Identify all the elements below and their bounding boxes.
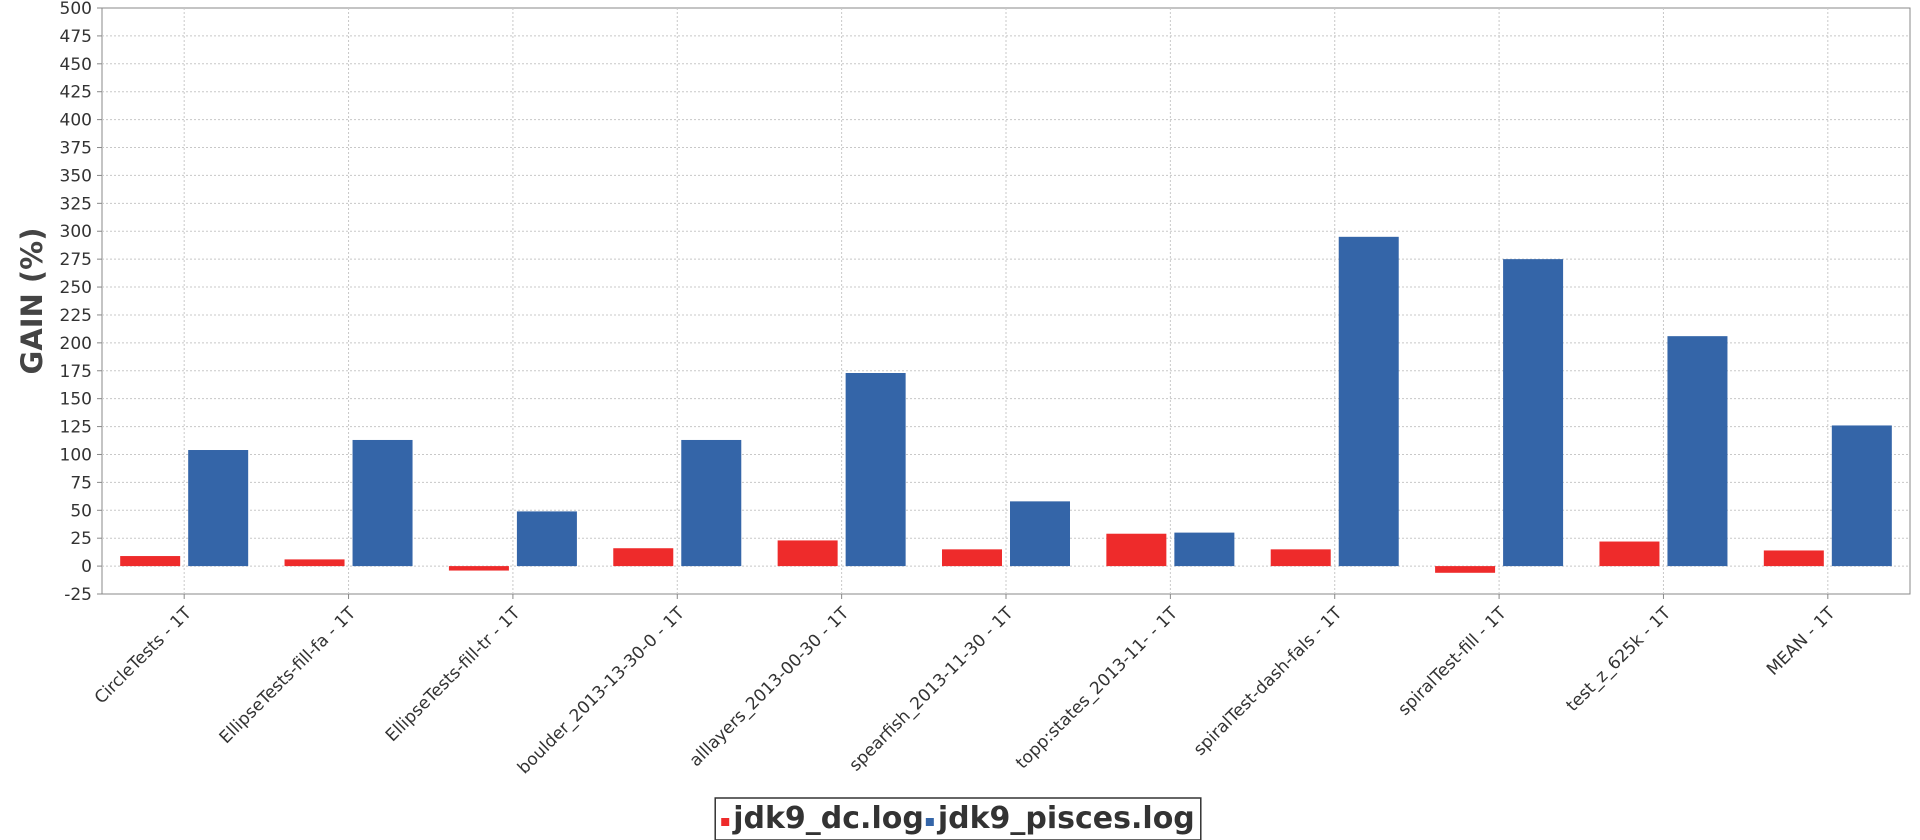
y-axis-ticks: -25 0 25 50 75 100 125 150 175 200 225 250 275 300 325…: [60, 0, 102, 605]
bar-jdk9-dc-log: [777, 540, 838, 567]
y-tick-label: 250: [60, 278, 92, 298]
bar-jdk9-dc-log: [1599, 541, 1660, 567]
legend-label: jdk9_dc.log: [732, 801, 924, 836]
bar-jdk9-dc-log: [1763, 550, 1824, 567]
y-tick-label: 400: [60, 111, 92, 131]
x-tick-label: alllayers_2013-00-30 - 1T: [686, 603, 854, 771]
y-tick-label: 25: [70, 529, 92, 549]
x-tick-label: EllipseTests-fill-tr - 1T: [382, 603, 525, 746]
y-tick-label: 0: [81, 557, 92, 577]
y-tick-label: 350: [60, 166, 92, 186]
y-axis-title: GAIN (%): [15, 228, 49, 375]
legend-label: jdk9_pisces.log: [937, 801, 1195, 836]
bar-jdk9-dc-log: [1270, 549, 1331, 567]
bar-jdk9-dc-log: [284, 559, 345, 567]
bar-jdk9-dc-log: [942, 549, 1002, 567]
x-tick-label: MEAN - 1T: [1763, 603, 1840, 680]
legend-swatch: [721, 818, 730, 826]
x-tick-label: spearfish_2013-11-30 - 1T: [845, 603, 1017, 775]
bar-jdk9-pisces-log: [352, 439, 413, 567]
bar-jdk9-pisces-log: [1831, 425, 1892, 567]
y-tick-label: 75: [70, 473, 92, 493]
y-tick-label: 275: [60, 250, 92, 270]
bar-jdk9-pisces-log: [1174, 532, 1235, 567]
x-axis-ticks: CircleTests - 1T EllipseTests-fill-fa - 1…: [91, 594, 1840, 778]
y-tick-label: 325: [60, 194, 92, 214]
x-tick-label: spiralTest-dash-fals - 1T: [1190, 603, 1347, 760]
x-tick-label: spiralTest-fill - 1T: [1394, 603, 1511, 720]
x-tick-label: test_z_625k - 1T: [1563, 603, 1676, 716]
bar-jdk9-pisces-log: [681, 439, 742, 567]
x-tick-label: CircleTests - 1T: [91, 603, 196, 708]
y-tick-label: 50: [70, 501, 92, 521]
y-tick-label: 150: [60, 390, 92, 410]
x-tick-label: EllipseTests-fill-fa - 1T: [216, 603, 361, 748]
y-tick-label: 475: [60, 27, 92, 47]
y-tick-label: 125: [60, 418, 92, 438]
x-tick-label: boulder_2013-13-30-0 - 1T: [514, 603, 689, 778]
bar-jdk9-pisces-log: [1667, 336, 1728, 567]
bar-jdk9-pisces-log: [516, 511, 577, 567]
y-tick-label: -25: [64, 585, 92, 605]
bar-jdk9-pisces-log: [1338, 236, 1399, 567]
y-tick-label: 500: [60, 0, 92, 19]
y-tick-label: 200: [60, 334, 92, 354]
y-tick-label: 375: [60, 139, 92, 159]
y-tick-label: 450: [60, 55, 92, 75]
bar-jdk9-dc-log: [448, 566, 509, 571]
legend: jdk9_dc.log jdk9_pisces.log: [714, 797, 1202, 840]
y-tick-label: 225: [60, 306, 92, 326]
bar-jdk9-pisces-log: [188, 450, 249, 567]
y-tick-label: 300: [60, 222, 92, 242]
y-tick-label: 100: [60, 445, 92, 465]
y-tick-label: 175: [60, 362, 92, 382]
bar-jdk9-dc-log: [1106, 533, 1167, 567]
bar-jdk9-dc-log: [120, 556, 181, 567]
legend-swatch: [925, 818, 934, 826]
bar-jdk9-dc-log: [613, 548, 674, 567]
bar-jdk9-pisces-log: [1010, 501, 1070, 567]
bar-jdk9-dc-log: [1435, 566, 1496, 573]
bars: [120, 236, 1892, 573]
legend-box: [714, 797, 1202, 840]
bar-jdk9-pisces-log: [845, 372, 906, 567]
y-tick-label: 425: [60, 83, 92, 103]
bar-jdk9-pisces-log: [1503, 259, 1564, 567]
x-tick-label: topp:states_2013-11- - 1T: [1012, 603, 1182, 773]
